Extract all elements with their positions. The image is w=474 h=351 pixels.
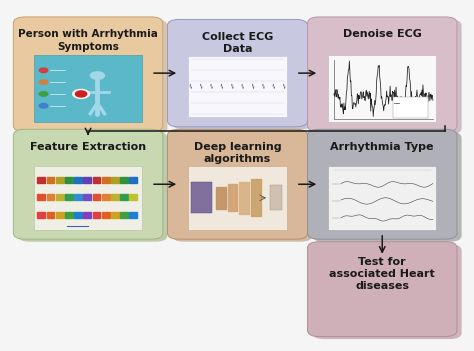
Bar bbox=[74, 177, 82, 183]
Bar bbox=[37, 212, 46, 218]
Bar bbox=[56, 212, 64, 218]
Bar bbox=[129, 177, 137, 183]
Text: Arrhythmia Type: Arrhythmia Type bbox=[330, 142, 434, 152]
Bar bbox=[65, 177, 73, 183]
Bar bbox=[102, 177, 109, 183]
Bar bbox=[65, 194, 73, 200]
Circle shape bbox=[39, 80, 48, 84]
FancyBboxPatch shape bbox=[172, 132, 312, 242]
FancyBboxPatch shape bbox=[188, 55, 287, 117]
Text: Deep learning
algorithms: Deep learning algorithms bbox=[194, 142, 281, 164]
Bar bbox=[37, 177, 46, 183]
Bar bbox=[46, 177, 55, 183]
Bar bbox=[393, 97, 428, 118]
Bar bbox=[251, 179, 261, 216]
FancyBboxPatch shape bbox=[308, 242, 457, 337]
FancyBboxPatch shape bbox=[312, 19, 462, 134]
Bar bbox=[46, 212, 55, 218]
FancyBboxPatch shape bbox=[34, 166, 142, 230]
FancyBboxPatch shape bbox=[167, 129, 308, 239]
Bar bbox=[65, 212, 73, 218]
FancyBboxPatch shape bbox=[13, 129, 163, 239]
FancyBboxPatch shape bbox=[308, 17, 457, 132]
Text: Person with Arrhythmia
Symptoms: Person with Arrhythmia Symptoms bbox=[18, 29, 158, 52]
FancyBboxPatch shape bbox=[172, 22, 312, 129]
FancyBboxPatch shape bbox=[328, 166, 436, 230]
Bar bbox=[46, 194, 55, 200]
Text: Collect ECG
Data: Collect ECG Data bbox=[202, 32, 273, 54]
Bar bbox=[74, 212, 82, 218]
Bar bbox=[74, 194, 82, 200]
Text: Test for
associated Heart
diseases: Test for associated Heart diseases bbox=[329, 257, 435, 291]
Circle shape bbox=[39, 68, 48, 73]
Circle shape bbox=[39, 104, 48, 108]
FancyBboxPatch shape bbox=[312, 132, 462, 242]
Bar bbox=[83, 194, 91, 200]
FancyBboxPatch shape bbox=[34, 55, 142, 122]
Bar bbox=[239, 182, 249, 214]
Bar bbox=[228, 185, 237, 211]
Bar bbox=[111, 212, 119, 218]
FancyBboxPatch shape bbox=[312, 244, 462, 339]
Bar bbox=[56, 194, 64, 200]
Circle shape bbox=[75, 91, 87, 97]
Text: Denoise ECG: Denoise ECG bbox=[343, 29, 422, 39]
Text: Feature Extraction: Feature Extraction bbox=[30, 142, 146, 152]
Bar bbox=[102, 194, 109, 200]
FancyBboxPatch shape bbox=[308, 129, 457, 239]
Bar bbox=[92, 194, 100, 200]
Bar bbox=[216, 187, 226, 209]
Bar bbox=[111, 177, 119, 183]
Bar bbox=[120, 177, 128, 183]
Bar bbox=[191, 182, 212, 213]
Bar bbox=[111, 194, 119, 200]
Bar bbox=[37, 194, 46, 200]
FancyBboxPatch shape bbox=[18, 19, 167, 134]
Bar bbox=[102, 212, 109, 218]
Circle shape bbox=[73, 90, 90, 98]
Bar bbox=[120, 194, 128, 200]
Circle shape bbox=[39, 92, 48, 96]
FancyBboxPatch shape bbox=[328, 55, 436, 122]
Bar bbox=[92, 177, 100, 183]
Bar bbox=[129, 194, 137, 200]
FancyBboxPatch shape bbox=[167, 19, 308, 127]
Bar bbox=[56, 177, 64, 183]
FancyBboxPatch shape bbox=[188, 166, 287, 230]
FancyBboxPatch shape bbox=[13, 17, 163, 132]
FancyBboxPatch shape bbox=[18, 132, 167, 242]
Bar bbox=[83, 177, 91, 183]
Bar bbox=[270, 185, 282, 210]
Bar bbox=[120, 212, 128, 218]
Bar bbox=[83, 212, 91, 218]
Circle shape bbox=[91, 72, 104, 79]
Bar bbox=[129, 212, 137, 218]
Bar bbox=[92, 212, 100, 218]
